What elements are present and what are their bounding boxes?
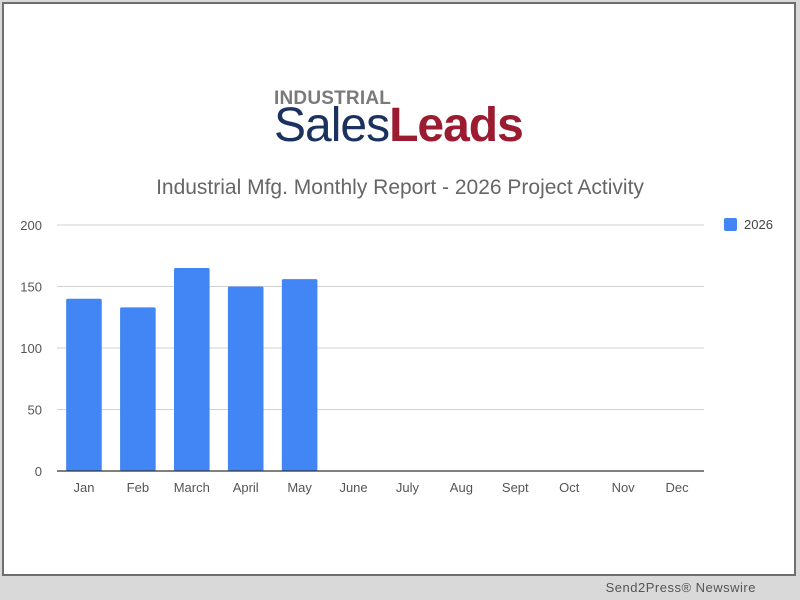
chart-title: Industrial Mfg. Monthly Report - 2026 Pr… (156, 176, 644, 199)
x-tick-label: June (339, 480, 367, 495)
x-tick-label: Nov (612, 480, 636, 495)
x-tick-label: April (233, 480, 259, 495)
industrial-sales-leads-logo: INDUSTRIAL SalesLeads (274, 88, 534, 158)
x-tick-label: Dec (665, 480, 689, 495)
legend-label: 2026 (744, 217, 773, 232)
y-tick-label: 150 (20, 280, 42, 295)
bar (120, 307, 156, 471)
logo-industrial-text: INDUSTRIAL (274, 88, 392, 109)
x-tick-label: March (174, 480, 210, 495)
report-frame (2, 2, 796, 576)
logo-leads-text: Leads (389, 99, 524, 152)
y-tick-label: 0 (35, 464, 42, 479)
y-tick-label: 200 (20, 218, 42, 233)
bar (66, 298, 102, 471)
y-tick-label: 50 (28, 403, 42, 418)
newswire-credit: Send2Press® Newswire (605, 580, 756, 595)
bar (281, 279, 318, 471)
x-tick-label: Jan (73, 480, 94, 495)
x-tick-label: Oct (559, 480, 580, 495)
x-tick-label: July (396, 480, 420, 495)
logo-sales-text: Sales (274, 99, 390, 152)
legend-swatch (724, 218, 737, 231)
x-tick-label: Sept (502, 480, 529, 495)
x-tick-label: Feb (127, 480, 149, 495)
y-tick-label: 100 (20, 341, 42, 356)
x-tick-label: May (287, 480, 312, 495)
bar (173, 268, 210, 471)
bar (227, 286, 264, 471)
x-tick-label: Aug (450, 480, 473, 495)
logo-salesleads-text: SalesLeads (274, 99, 524, 152)
